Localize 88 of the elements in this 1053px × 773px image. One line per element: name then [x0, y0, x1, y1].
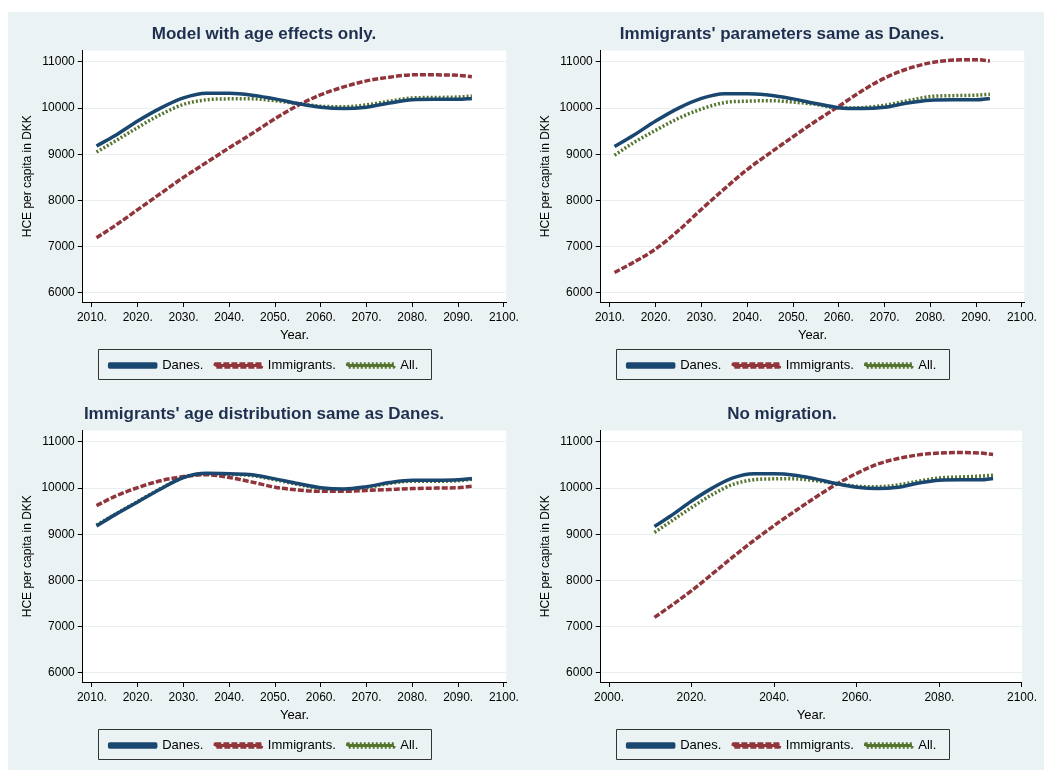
legend-label: All.: [918, 737, 937, 753]
y-tick-label: 7000: [48, 238, 76, 253]
x-tick-label: 2060.: [305, 309, 336, 324]
x-tick-label: 2020.: [122, 309, 153, 324]
y-axis-title: HCE per capita in DKK: [19, 115, 34, 238]
x-tick-label: 2060.: [823, 309, 854, 324]
x-tick-label: 2040.: [214, 309, 245, 324]
legend-label: All.: [400, 737, 419, 753]
line-series: [652, 450, 995, 620]
legend-label: Immigrants.: [785, 737, 854, 753]
x-tick-label: 2090.: [443, 689, 474, 704]
x-tick-label: 2010.: [594, 309, 625, 324]
x-tick-label: 2020.: [122, 689, 153, 704]
x-tick-label: 2080.: [915, 309, 946, 324]
y-tick-label: 8000: [48, 192, 76, 207]
y-tick-label: 10000: [559, 100, 594, 115]
y-tick-label: 11000: [560, 54, 594, 69]
y-axis-title: HCE per capita in DKK: [537, 495, 552, 618]
legend-label: All.: [918, 357, 937, 373]
y-tick-label: 6000: [566, 285, 594, 300]
legend-label: Danes.: [680, 737, 722, 753]
x-tick-label: 2080.: [924, 689, 955, 704]
x-tick-label: 2020.: [676, 689, 707, 704]
y-tick-label: 9000: [566, 146, 594, 161]
y-tick-label: 8000: [566, 572, 594, 587]
x-tick-label: 2040.: [732, 309, 763, 324]
line-series: [94, 73, 474, 240]
y-tick-label: 9000: [48, 146, 76, 161]
y-tick-label: 9000: [566, 526, 594, 541]
x-tick-label: 2090.: [443, 309, 474, 324]
legend-label: Immigrants.: [267, 357, 336, 373]
line-series: [612, 57, 992, 275]
y-tick-label: 8000: [48, 572, 76, 587]
x-tick-label: 2080.: [397, 309, 428, 324]
x-tick-label: 2080.: [397, 689, 428, 704]
x-tick-label: 2030.: [686, 309, 717, 324]
x-tick-label: 2000.: [594, 689, 625, 704]
x-tick-label: 2090.: [961, 309, 992, 324]
line-series: [94, 472, 474, 508]
y-axis-title: HCE per capita in DKK: [537, 115, 552, 238]
x-axis-title: Year.: [279, 326, 310, 342]
x-tick-label: 2050.: [778, 309, 809, 324]
x-tick-label: 2050.: [260, 309, 291, 324]
x-tick-label: 2020.: [640, 309, 671, 324]
x-tick-label: 2010.: [76, 689, 107, 704]
x-tick-label: 2070.: [351, 689, 382, 704]
legend-label: Immigrants.: [785, 357, 854, 373]
chart-title: No migration.: [727, 403, 837, 423]
x-axis-title: Year.: [796, 706, 826, 722]
y-tick-label: 11000: [42, 54, 76, 69]
y-tick-label: 11000: [42, 434, 76, 449]
x-axis-title: Year.: [797, 326, 828, 342]
x-tick-label: 2100.: [488, 309, 519, 324]
x-tick-label: 2030.: [168, 309, 199, 324]
y-tick-label: 7000: [48, 618, 76, 633]
y-tick-label: 10000: [41, 100, 76, 115]
y-tick-label: 10000: [41, 480, 76, 495]
x-tick-label: 2060.: [305, 689, 336, 704]
chart-title: Immigrants' age distribution same as Danes.: [83, 403, 445, 423]
y-tick-label: 10000: [559, 480, 594, 495]
y-axis-title: HCE per capita in DKK: [19, 495, 34, 618]
chart-title: Model with age effects only.: [151, 23, 377, 43]
legend-label: Danes.: [680, 357, 722, 373]
x-tick-label: 2070.: [351, 309, 382, 324]
x-tick-label: 2100.: [1006, 309, 1037, 324]
x-tick-label: 2040.: [759, 689, 790, 704]
chart-title: Immigrants' parameters same as Danes.: [619, 23, 945, 43]
y-tick-label: 7000: [566, 238, 594, 253]
y-tick-label: 9000: [48, 526, 76, 541]
legend-label: Immigrants.: [267, 737, 336, 753]
y-tick-label: 11000: [560, 434, 594, 449]
y-tick-label: 6000: [566, 665, 594, 680]
y-tick-label: 6000: [48, 665, 76, 680]
x-tick-label: 2100.: [1006, 689, 1037, 704]
x-tick-label: 2060.: [841, 689, 872, 704]
y-tick-label: 8000: [566, 192, 594, 207]
legend-label: All.: [400, 357, 419, 373]
x-tick-label: 2040.: [214, 689, 245, 704]
x-tick-label: 2010.: [76, 309, 107, 324]
x-axis-title: Year.: [279, 706, 310, 722]
x-tick-label: 2030.: [168, 689, 199, 704]
legend-label: Danes.: [162, 357, 204, 373]
x-tick-label: 2070.: [869, 309, 900, 324]
y-tick-label: 7000: [566, 618, 594, 633]
legend-label: Danes.: [162, 737, 204, 753]
y-tick-label: 6000: [48, 285, 76, 300]
x-tick-label: 2050.: [260, 689, 291, 704]
x-tick-label: 2100.: [488, 689, 519, 704]
